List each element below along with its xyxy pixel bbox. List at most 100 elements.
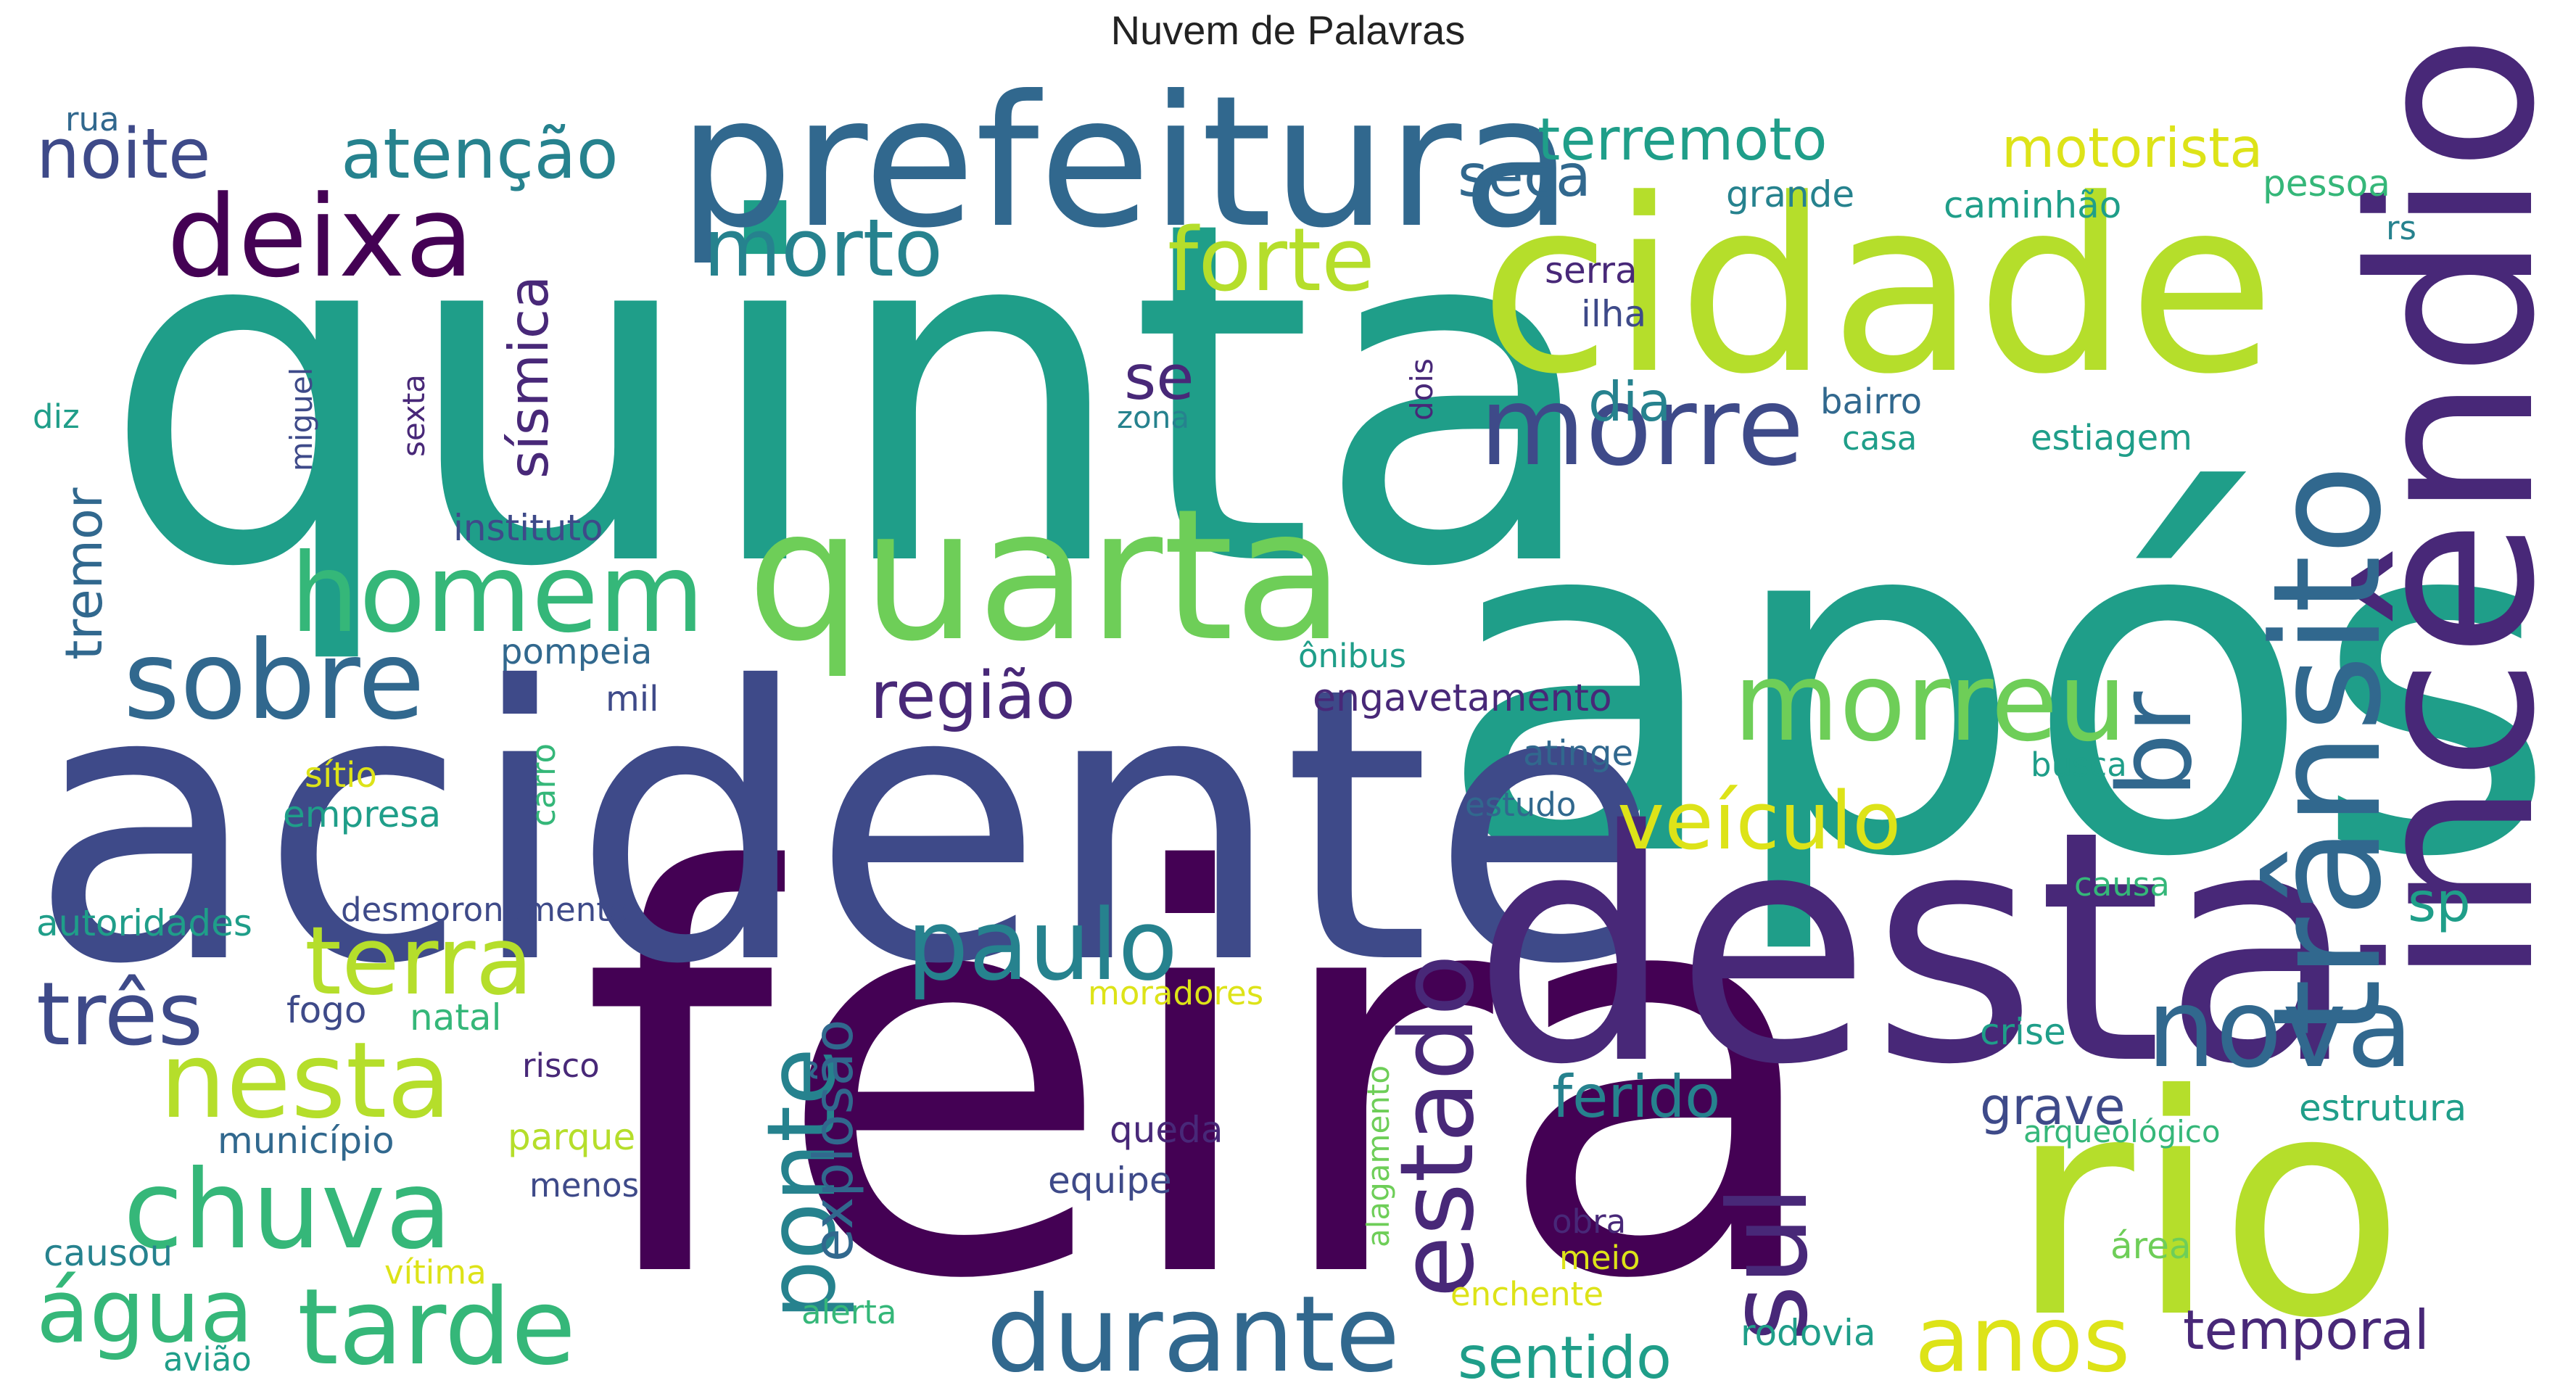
word-natal: natal	[410, 996, 501, 1038]
word-água: água	[36, 1262, 253, 1363]
word-sp: sp	[2408, 870, 2471, 934]
word-carro: carro	[524, 743, 563, 827]
word-morre: morre	[1479, 364, 1804, 490]
word-motorista: motorista	[2002, 116, 2263, 180]
word-avião: avião	[163, 1340, 252, 1379]
word-prefeitura: prefeitura	[678, 57, 1573, 268]
word-enchente: enchente	[1450, 1275, 1603, 1313]
word-incêndio: incêndio	[2323, 34, 2576, 986]
word-pessoa: pessoa	[2263, 162, 2390, 205]
word-instituto: instituto	[453, 507, 603, 549]
word-noite: noite	[36, 115, 210, 194]
word-cidade: cidade	[1479, 148, 2275, 426]
word-risco: risco	[522, 1046, 600, 1085]
word-causa: causa	[2074, 865, 2170, 904]
word-seca: seca	[1458, 142, 1591, 210]
word-trânsito: trânsito	[2242, 464, 2414, 1037]
word-chuva: chuva	[123, 1147, 452, 1273]
word-homem: homem	[290, 531, 704, 657]
word-meio: meio	[1559, 1239, 1640, 1277]
word-quinta: quinta	[102, 122, 1603, 670]
word-engavetamento: engavetamento	[1313, 677, 1612, 720]
word-explosão: explosão	[801, 1020, 865, 1262]
word-sexta: sexta	[396, 374, 432, 457]
word-ferido: ferido	[1552, 1063, 1720, 1131]
word-anos: anos	[1915, 1287, 2130, 1392]
word-moradores: moradores	[1088, 974, 1263, 1012]
word-desmoronamento: desmoronamento	[341, 891, 629, 929]
word-três: três	[36, 965, 203, 1065]
word-arqueológico: arqueológico	[2023, 1114, 2221, 1149]
word-ônibus: ônibus	[1298, 637, 1406, 675]
word-morreu: morreu	[1733, 640, 2127, 766]
word-ponte: ponte	[746, 1048, 856, 1320]
word-br: br	[2097, 691, 2215, 798]
word-rio: rio	[2009, 1031, 2405, 1385]
word-quarta: quarta	[747, 470, 1345, 681]
word-nesta: nesta	[160, 1020, 451, 1142]
word-município: município	[218, 1120, 395, 1162]
word-temporal: temporal	[2183, 1298, 2430, 1362]
word-se: se	[1124, 342, 1194, 414]
word-dois: dois	[1404, 358, 1440, 421]
word-área: área	[2110, 1225, 2192, 1267]
word-nova: nova	[2147, 966, 2414, 1092]
word-tarde: tarde	[297, 1266, 576, 1389]
word-sentido: sentido	[1458, 1324, 1672, 1392]
word-diz: diz	[33, 397, 80, 436]
word-grave: grave	[1980, 1077, 2126, 1136]
word-vítima: vítima	[384, 1253, 487, 1292]
word-terremoto: terremoto	[1537, 106, 1828, 173]
word-deixa: deixa	[167, 171, 474, 302]
word-terra: terra	[305, 906, 533, 1016]
word-atenção: atenção	[341, 115, 619, 194]
word-alerta: alerta	[801, 1293, 896, 1331]
word-sísmica: sísmica	[497, 276, 561, 479]
word-pompeia: pompeia	[500, 632, 652, 672]
word-rodovia: rodovia	[1741, 1312, 1876, 1354]
word-crise: crise	[1980, 1011, 2066, 1053]
word-miguel: miguel	[284, 368, 319, 471]
word-estrutura: estrutura	[2299, 1087, 2466, 1129]
word-veículo: veículo	[1617, 775, 1901, 867]
word-ilha: ilha	[1581, 293, 1646, 335]
word-alagamento: alagamento	[1361, 1065, 1396, 1247]
word-busca: busca	[2031, 746, 2127, 784]
word-sítio: sítio	[305, 755, 377, 796]
word-estado: estado	[1379, 954, 1497, 1298]
word-sul: sul	[1706, 1186, 1832, 1342]
word-tremor: tremor	[54, 487, 114, 660]
word-sobre: sobre	[123, 618, 425, 744]
chart-title: Nuvem de Palavras	[1110, 7, 1466, 53]
word-acidente: acidente	[29, 607, 1662, 1046]
word-após: após	[1436, 412, 2558, 960]
word-grande: grande	[1726, 173, 1854, 215]
word-obra: obra	[1552, 1202, 1626, 1241]
word-menos: menos	[529, 1166, 639, 1205]
word-estudo: estudo	[1465, 785, 1576, 824]
word-paulo: paulo	[907, 888, 1178, 1002]
word-equipe: equipe	[1048, 1160, 1172, 1202]
word-zona: zona	[1117, 400, 1189, 435]
word-caminhão: caminhão	[1944, 184, 2121, 226]
word-parque: parque	[508, 1116, 635, 1158]
word-empresa: empresa	[283, 793, 441, 835]
word-durante: durante	[986, 1273, 1400, 1396]
word-região: região	[870, 658, 1076, 734]
word-dia: dia	[1588, 370, 1671, 434]
word-forte: forte	[1168, 210, 1375, 311]
word-estiagem: estiagem	[2031, 418, 2192, 458]
word-desta: desta	[1472, 763, 2358, 1134]
word-causou: causou	[44, 1232, 173, 1274]
word-fogo: fogo	[286, 989, 367, 1031]
word-feira: feira	[580, 759, 1830, 1396]
word-serra: serra	[1545, 249, 1638, 292]
word-mil: mil	[606, 679, 659, 719]
word-rs: rs	[2386, 209, 2416, 247]
word-atinge: atinge	[1523, 733, 1633, 774]
word-casa: casa	[1842, 419, 1917, 458]
word-bairro: bairro	[1820, 381, 1922, 422]
word-morto: morto	[703, 202, 943, 294]
word-autoridades: autoridades	[36, 902, 252, 944]
